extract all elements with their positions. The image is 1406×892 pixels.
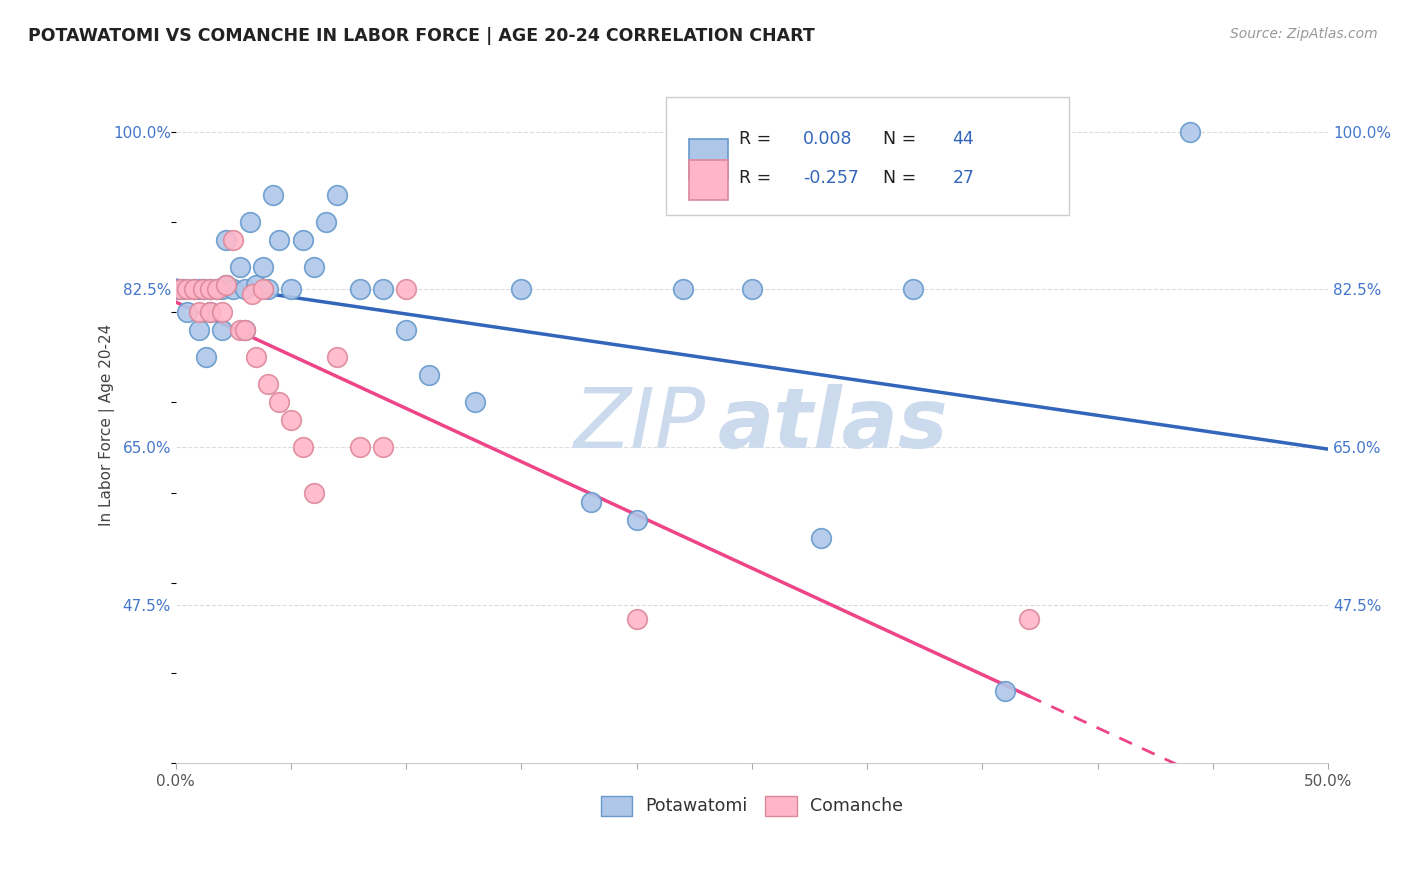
Point — [1178, 124, 1201, 138]
Point — [280, 283, 302, 297]
Point — [238, 215, 260, 229]
Point — [207, 283, 229, 297]
Text: R =: R = — [740, 130, 778, 148]
FancyBboxPatch shape — [689, 161, 728, 200]
Point — [200, 283, 222, 297]
Point — [291, 233, 314, 247]
Point — [187, 283, 209, 297]
Point — [280, 413, 302, 427]
Point — [252, 260, 274, 274]
Point — [200, 305, 222, 319]
Text: 44: 44 — [952, 130, 974, 148]
Text: 0.008: 0.008 — [803, 130, 852, 148]
Text: ZIP: ZIP — [574, 384, 706, 466]
Point — [245, 277, 267, 292]
Point — [302, 260, 325, 274]
Point — [229, 260, 252, 274]
Point — [176, 283, 198, 297]
Point — [418, 368, 440, 383]
Y-axis label: In Labor Force | Age 20-24: In Labor Force | Age 20-24 — [100, 324, 115, 526]
Point — [215, 277, 238, 292]
Point — [183, 283, 205, 297]
Point — [169, 283, 191, 297]
FancyBboxPatch shape — [689, 139, 728, 179]
Point — [207, 283, 229, 297]
Point — [257, 283, 280, 297]
Point — [510, 283, 533, 297]
Point — [172, 283, 194, 297]
Point — [245, 350, 267, 364]
Point — [183, 283, 205, 297]
Point — [464, 395, 486, 409]
Text: N =: N = — [883, 169, 922, 187]
Point — [672, 283, 695, 297]
Point — [269, 233, 291, 247]
Point — [193, 283, 215, 297]
Point — [349, 283, 371, 297]
FancyBboxPatch shape — [665, 96, 1069, 215]
Point — [626, 612, 648, 626]
Text: R =: R = — [740, 169, 778, 187]
Point — [903, 283, 925, 297]
Point — [240, 287, 263, 301]
Point — [395, 283, 418, 297]
Legend: Potawatomi, Comanche: Potawatomi, Comanche — [593, 789, 910, 822]
Point — [326, 350, 349, 364]
Point — [349, 441, 371, 455]
Point — [200, 283, 222, 297]
Point — [626, 513, 648, 527]
Point — [395, 323, 418, 337]
Point — [187, 323, 209, 337]
Point — [315, 215, 337, 229]
Point — [229, 323, 252, 337]
Point — [741, 283, 763, 297]
Point — [579, 494, 602, 508]
Point — [200, 305, 222, 319]
Point — [194, 350, 217, 364]
Point — [211, 283, 233, 297]
Point — [373, 283, 395, 297]
Text: Source: ZipAtlas.com: Source: ZipAtlas.com — [1230, 27, 1378, 41]
Point — [233, 323, 256, 337]
Point — [211, 305, 233, 319]
Point — [222, 233, 245, 247]
Point — [176, 305, 198, 319]
Point — [233, 323, 256, 337]
Text: POTAWATOMI VS COMANCHE IN LABOR FORCE | AGE 20-24 CORRELATION CHART: POTAWATOMI VS COMANCHE IN LABOR FORCE | … — [28, 27, 815, 45]
Point — [215, 277, 238, 292]
Text: atlas: atlas — [717, 384, 948, 466]
Point — [810, 531, 832, 545]
Point — [302, 485, 325, 500]
Point — [257, 377, 280, 392]
Point — [373, 441, 395, 455]
Point — [262, 187, 284, 202]
Point — [187, 305, 209, 319]
Point — [211, 323, 233, 337]
Text: 27: 27 — [952, 169, 974, 187]
Point — [269, 395, 291, 409]
Point — [167, 283, 190, 297]
Text: N =: N = — [883, 130, 922, 148]
Point — [326, 187, 349, 202]
Point — [252, 283, 274, 297]
Text: -0.257: -0.257 — [803, 169, 859, 187]
Point — [215, 233, 238, 247]
Point — [994, 684, 1017, 698]
Point — [222, 283, 245, 297]
Point — [1018, 612, 1040, 626]
Point — [291, 441, 314, 455]
Point — [193, 283, 215, 297]
Point — [233, 283, 256, 297]
